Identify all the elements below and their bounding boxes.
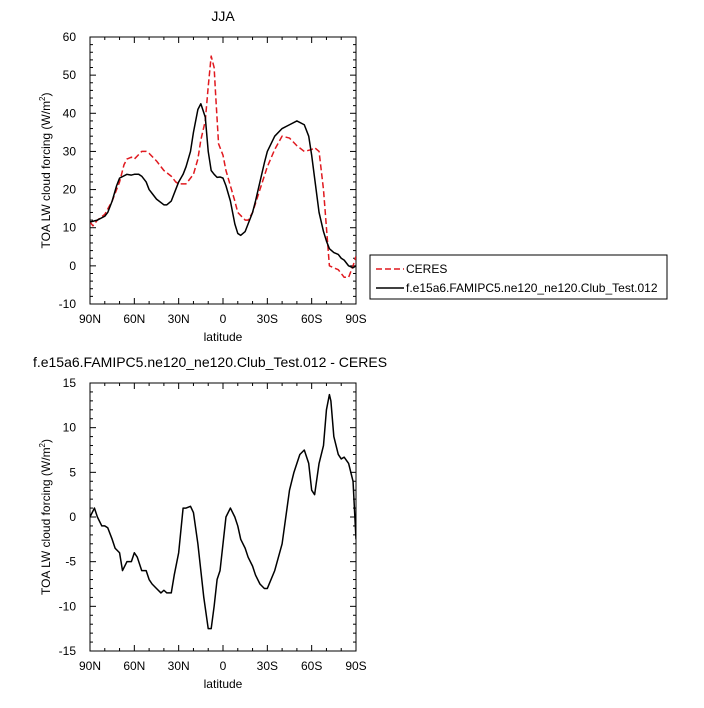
top-ytick-label: 40 (63, 106, 77, 120)
top-ytick-label: -10 (59, 297, 77, 311)
top-yaxis-label-main: TOA LW cloud forcing (W/m (39, 101, 53, 249)
bottom-ytick-label: 5 (69, 465, 76, 479)
bottom-yaxis-label: TOA LW cloud forcing (W/m2) (38, 439, 53, 595)
bottom-xtick-label: 60S (301, 659, 322, 673)
bottom-plot: 90N 60N 30N 0 30S 60S 90S -15 -10 -5 0 5 10 15 f.e15a6… (33, 354, 387, 691)
legend-box (369, 254, 668, 300)
bottom-ytick-label: -5 (65, 555, 76, 569)
top-xtick-label: 90S (345, 312, 366, 326)
top-xtick-label: 60N (123, 312, 145, 326)
model-series-line (90, 103, 356, 269)
bottom-yaxis-label-close: ) (39, 439, 53, 443)
difference-series-line (90, 393, 356, 630)
top-ytick-label: 30 (63, 144, 77, 158)
top-xtick-label: 60S (301, 312, 322, 326)
legend: CERES f.e15a6.FAMIPC5.ne120_ne120.Club_Te… (369, 254, 668, 300)
bottom-xtick-label: 30S (257, 659, 278, 673)
top-plot-frame (89, 36, 357, 305)
bottom-ytick-label: -15 (59, 644, 77, 658)
bottom-xaxis-label: latitude (204, 677, 243, 691)
bottom-ytick-label: 10 (63, 421, 77, 435)
bottom-plot-frame (89, 382, 357, 652)
bottom-ytick-label: 15 (63, 376, 77, 390)
top-xtick-label: 30S (257, 312, 278, 326)
bottom-ytick-label: 0 (69, 510, 76, 524)
top-chart-title: JJA (211, 8, 235, 24)
top-ytick-label: 60 (63, 30, 77, 44)
bottom-yaxis-label-main: TOA LW cloud forcing (W/m (39, 447, 53, 595)
top-ytick-label: 50 (63, 68, 77, 82)
top-xtick-label: 0 (220, 312, 227, 326)
bottom-xtick-label: 60N (123, 659, 145, 673)
top-ytick-label: 10 (63, 221, 77, 235)
bottom-xtick-label: 90N (79, 659, 101, 673)
bottom-xtick-label: 0 (220, 659, 227, 673)
top-plot: 90N 60N 30N 0 30S 60S 90S -10 0 10 20 30 40 50 60 JJA la… (38, 8, 668, 344)
top-ytick-label: 20 (63, 183, 77, 197)
bottom-xtick-label: 90S (345, 659, 366, 673)
top-ytick-label: 0 (69, 259, 76, 273)
top-yaxis-label-close: ) (39, 92, 53, 96)
bottom-ytick-label: -10 (59, 599, 77, 613)
bottom-xtick-label: 30N (168, 659, 190, 673)
top-xaxis-label: latitude (204, 330, 243, 344)
top-yaxis-label: TOA LW cloud forcing (W/m2) (38, 92, 53, 248)
legend-ceres-label: CERES (406, 262, 447, 276)
bottom-chart-title: f.e15a6.FAMIPC5.ne120_ne120.Club_Test.01… (33, 354, 387, 370)
top-yaxis-label-sup: 2 (38, 96, 47, 101)
top-xtick-label: 30N (168, 312, 190, 326)
top-xtick-label: 90N (79, 312, 101, 326)
bottom-yaxis-label-sup: 2 (38, 442, 47, 447)
legend-model-label: f.e15a6.FAMIPC5.ne120_ne120.Club_Test.01… (406, 281, 658, 295)
ceres-series-line (90, 55, 356, 279)
